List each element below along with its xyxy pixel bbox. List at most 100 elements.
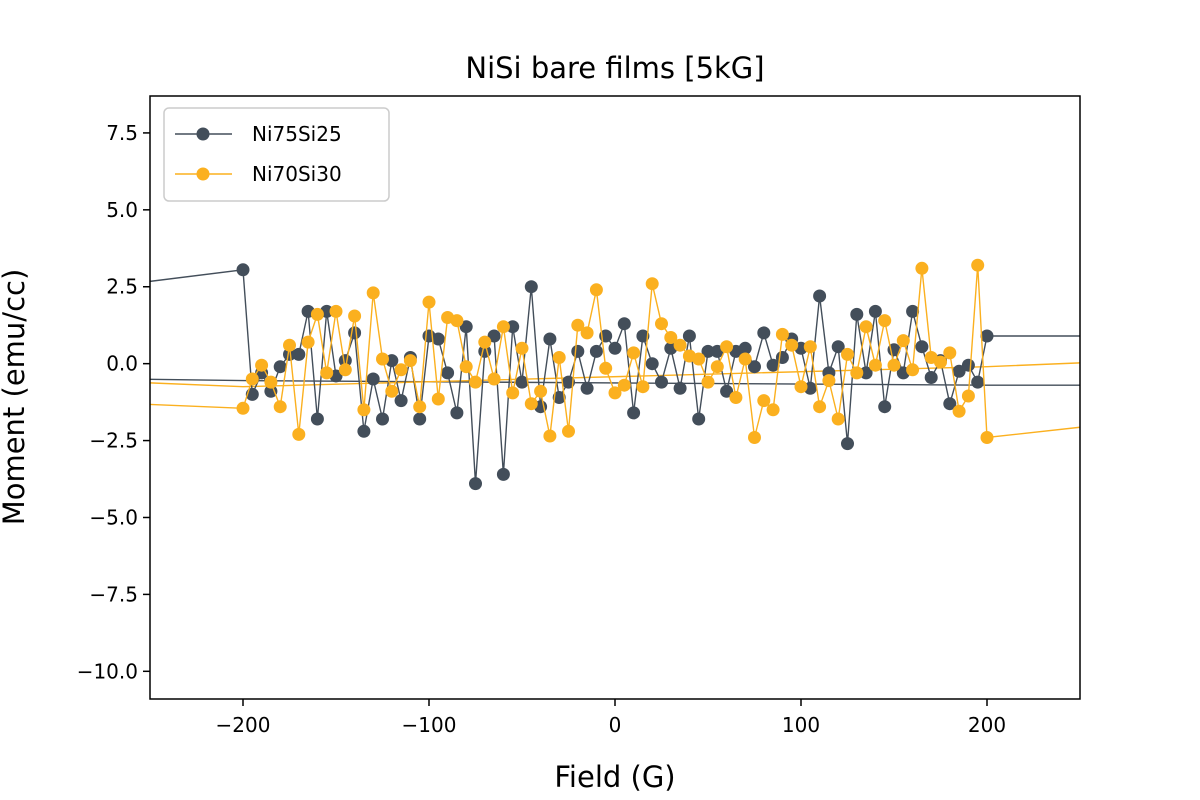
data-point: [701, 375, 715, 389]
data-point: [562, 375, 575, 389]
data-point: [757, 394, 771, 408]
branch-line-1: [150, 378, 1080, 386]
data-point: [692, 412, 706, 426]
data-point: [320, 366, 334, 380]
data-point: [841, 437, 854, 451]
data-point: [580, 381, 594, 395]
data-point: [775, 327, 789, 341]
y-tick-label: −2.5: [89, 429, 138, 453]
legend-marker: [196, 167, 210, 181]
legend-label: Ni75Si25: [252, 122, 342, 146]
data-point: [961, 389, 975, 403]
data-point: [627, 346, 641, 360]
data-point: [738, 341, 752, 355]
data-point: [906, 304, 920, 318]
data-point: [850, 366, 864, 380]
data-point: [738, 352, 752, 366]
data-point: [478, 335, 492, 349]
data-point: [459, 360, 473, 374]
data-point: [283, 347, 296, 361]
data-point: [673, 338, 687, 352]
data-point: [655, 375, 668, 389]
data-point: [720, 340, 734, 354]
data-point: [469, 375, 482, 389]
data-point: [338, 354, 352, 368]
y-axis-label: Moment (emu/cc): [0, 269, 31, 526]
data-point: [896, 334, 910, 348]
data-point: [775, 351, 789, 364]
data-point: [589, 344, 603, 358]
legend-label: Ni70Si30: [252, 162, 342, 186]
data-point: [394, 363, 408, 377]
y-tick-label: 0.0: [106, 352, 138, 376]
data-point: [980, 431, 994, 444]
data-point: [571, 344, 585, 358]
y-tick-label: 7.5: [106, 121, 138, 145]
x-tick-label: 100: [782, 713, 820, 737]
data-point: [645, 357, 659, 371]
data-point: [580, 326, 594, 340]
y-tick-label: 5.0: [106, 198, 138, 222]
data-point: [794, 380, 808, 394]
data-point: [245, 372, 259, 386]
data-point: [924, 371, 938, 384]
data-point: [283, 338, 296, 352]
data-point: [338, 363, 352, 377]
data-point: [664, 331, 678, 344]
data-point: [813, 400, 827, 414]
data-point: [841, 347, 854, 361]
data-point: [934, 355, 947, 369]
data-point: [627, 406, 641, 420]
data-point: [348, 326, 362, 340]
y-tick-label: 2.5: [106, 275, 138, 299]
data-point: [943, 397, 957, 411]
data-point: [524, 397, 538, 411]
data-point: [645, 277, 659, 291]
x-tick-label: −200: [216, 713, 271, 737]
data-point: [766, 403, 780, 417]
x-axis-label: Field (G): [554, 760, 675, 794]
data-point: [422, 295, 436, 309]
data-point: [487, 372, 501, 386]
x-tick-label: 0: [609, 713, 622, 737]
data-point: [859, 320, 873, 334]
data-point: [506, 386, 520, 400]
data-point: [617, 317, 631, 331]
data-point: [757, 326, 771, 340]
data-point: [496, 467, 510, 481]
data-point: [571, 318, 585, 332]
data-point: [394, 394, 408, 408]
data-point: [562, 424, 575, 438]
data-point: [599, 361, 613, 375]
data-point: [785, 338, 799, 352]
data-point: [868, 358, 882, 372]
plot-area: [150, 258, 1080, 491]
data-point: [831, 412, 845, 426]
data-point: [264, 375, 278, 389]
data-point: [952, 364, 966, 378]
data-point: [348, 309, 362, 323]
data-point: [413, 400, 427, 414]
data-point: [729, 391, 743, 404]
x-tick-label: −100: [402, 713, 457, 737]
data-point: [859, 366, 873, 380]
data-point: [506, 320, 520, 334]
data-point: [357, 424, 371, 438]
data-point: [980, 329, 994, 343]
data-point: [617, 378, 631, 392]
data-point: [236, 263, 250, 277]
data-point: [366, 286, 380, 300]
data-point: [431, 332, 445, 346]
data-point: [552, 391, 566, 404]
legend-box: [163, 107, 390, 202]
data-point: [543, 429, 557, 443]
data-point: [376, 412, 389, 426]
data-point: [310, 307, 324, 321]
legend-item: Ni70Si30: [175, 162, 342, 186]
data-point: [868, 304, 882, 318]
data-point: [292, 427, 306, 441]
data-point: [831, 340, 845, 354]
data-point: [589, 283, 603, 297]
data-point: [748, 431, 761, 444]
chart-title: NiSi bare films [5kG]: [465, 51, 764, 85]
